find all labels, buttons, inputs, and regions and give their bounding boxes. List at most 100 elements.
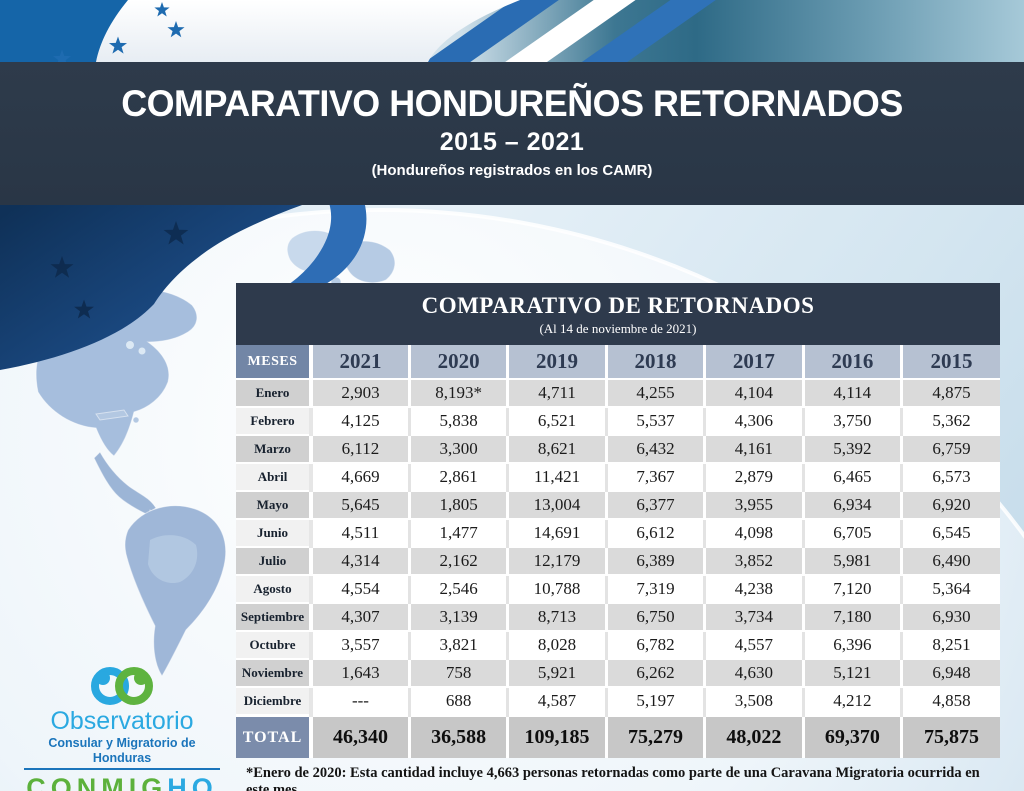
value-cell: 6,432: [606, 434, 707, 464]
honduras-flag-banner: [0, 0, 1024, 175]
year-column-header: 2015: [901, 345, 1000, 379]
value-cell: 4,212: [803, 687, 904, 716]
value-cell: 6,545: [901, 519, 1000, 547]
value-cell: 6,490: [901, 546, 1000, 576]
month-cell: Febrero: [236, 407, 313, 435]
logo-observatorio: Observatorio: [50, 707, 194, 735]
value-cell: 5,392: [803, 434, 904, 464]
value-cell: 1,477: [409, 519, 510, 547]
header-band: COMPARATIVO HONDUREÑOS RETORNADOS 2015 –…: [0, 62, 1024, 205]
value-cell: ---: [311, 687, 411, 716]
year-column-header: 2017: [704, 345, 805, 379]
subtitle-years: 2015 – 2021: [439, 128, 585, 156]
value-cell: 4,161: [704, 434, 805, 464]
table-row: Enero 2,903 8,193* 4,711 4,255 4,104 4,114 4,87…: [236, 378, 1000, 408]
value-cell: 5,537: [606, 407, 707, 435]
value-cell: 3,508: [704, 687, 805, 716]
value-cell: 2,546: [409, 575, 510, 603]
logo-divider: [24, 768, 220, 770]
value-cell: 1,643: [311, 658, 411, 688]
value-cell: 6,262: [606, 658, 707, 688]
logo-rings-icon: [91, 667, 153, 705]
month-cell: Agosto: [236, 575, 313, 603]
value-cell: 6,389: [606, 546, 707, 576]
meses-column-header: MESES: [236, 345, 313, 379]
table-row: Febrero 4,125 5,838 6,521 5,537 4,306 3,750 5,3…: [236, 407, 1000, 435]
value-cell: 6,112: [311, 434, 411, 464]
value-cell: 4,554: [311, 575, 411, 603]
table-footer: TOTAL 46,340 36,588 109,185 75,279 48,022 69,3…: [236, 714, 1000, 758]
logo-subtitle: Consular y Migratorio de Honduras: [48, 736, 196, 765]
value-cell: 4,875: [901, 378, 1000, 408]
value-cell: 6,465: [803, 463, 904, 491]
value-cell: 4,858: [901, 687, 1000, 716]
logo-brand-blue: HO: [167, 773, 218, 791]
value-cell: 5,981: [803, 546, 904, 576]
value-cell: 6,612: [606, 519, 707, 547]
value-cell: 3,557: [311, 631, 411, 659]
month-cell: Julio: [236, 546, 313, 576]
value-cell: 1,805: [409, 490, 510, 520]
month-cell: Junio: [236, 519, 313, 547]
value-cell: 6,750: [606, 602, 707, 632]
table-row: Agosto 4,554 2,546 10,788 7,319 4,238 7,120 5,3…: [236, 575, 1000, 603]
value-cell: 4,669: [311, 463, 411, 491]
value-cell: 14,691: [507, 519, 608, 547]
subtitle-note: (Hondureños registrados en los CAMR): [371, 162, 653, 179]
table-row: Mayo 5,645 1,805 13,004 6,377 3,955 6,934 6,920: [236, 490, 1000, 520]
value-cell: 11,421: [507, 463, 608, 491]
total-value-cell: 36,588: [409, 714, 510, 758]
value-cell: 6,948: [901, 658, 1000, 688]
value-cell: 6,782: [606, 631, 707, 659]
value-cell: 6,759: [901, 434, 1000, 464]
returnees-data-table: MESES 2021 2020 2019 2018 2017 2016 2015 Enero 2…: [236, 345, 1000, 758]
column-header-row: MESES 2021 2020 2019 2018 2017 2016 2015: [236, 345, 1000, 379]
year-column-header: 2019: [507, 345, 608, 379]
table-body: Enero 2,903 8,193* 4,711 4,255 4,104 4,114 4,87…: [236, 378, 1000, 716]
total-value-cell: 75,279: [606, 714, 707, 758]
month-cell: Octubre: [236, 631, 313, 659]
value-cell: 6,521: [507, 407, 608, 435]
value-cell: 3,750: [803, 407, 904, 435]
table-row: Noviembre 1,643 758 5,921 6,262 4,630 5,121 6,9…: [236, 658, 1000, 688]
value-cell: 4,255: [606, 378, 707, 408]
value-cell: 2,861: [409, 463, 510, 491]
value-cell: 7,367: [606, 463, 707, 491]
value-cell: 4,511: [311, 519, 411, 547]
value-cell: 2,903: [311, 378, 411, 408]
value-cell: 4,307: [311, 602, 411, 632]
value-cell: 4,125: [311, 407, 411, 435]
value-cell: 4,114: [803, 378, 904, 408]
total-value-cell: 48,022: [704, 714, 805, 758]
value-cell: 3,955: [704, 490, 805, 520]
value-cell: 10,788: [507, 575, 608, 603]
value-cell: 5,364: [901, 575, 1000, 603]
month-cell: Enero: [236, 378, 313, 408]
value-cell: 5,121: [803, 658, 904, 688]
table-row: Julio 4,314 2,162 12,179 6,389 3,852 5,981 6,49…: [236, 546, 1000, 576]
value-cell: 8,193*: [409, 378, 510, 408]
value-cell: 4,314: [311, 546, 411, 576]
value-cell: 4,306: [704, 407, 805, 435]
value-cell: 3,300: [409, 434, 510, 464]
table-title-block: COMPARATIVO DE RETORNADOS (Al 14 de novi…: [236, 283, 1000, 345]
total-row: TOTAL 46,340 36,588 109,185 75,279 48,022 69,3…: [236, 714, 1000, 758]
value-cell: 3,852: [704, 546, 805, 576]
value-cell: 6,930: [901, 602, 1000, 632]
total-value-cell: 69,370: [803, 714, 904, 758]
value-cell: 3,139: [409, 602, 510, 632]
value-cell: 4,587: [507, 687, 608, 716]
value-cell: 6,377: [606, 490, 707, 520]
table-row: Octubre 3,557 3,821 8,028 6,782 4,557 6,396 8,2…: [236, 631, 1000, 659]
value-cell: 4,557: [704, 631, 805, 659]
value-cell: 5,645: [311, 490, 411, 520]
value-cell: 2,879: [704, 463, 805, 491]
table-row: Septiembre 4,307 3,139 8,713 6,750 3,734 7,180…: [236, 602, 1000, 632]
table-title: COMPARATIVO DE RETORNADOS: [421, 293, 815, 318]
total-value-cell: 75,875: [901, 714, 1000, 758]
month-cell: Marzo: [236, 434, 313, 464]
month-cell: Mayo: [236, 490, 313, 520]
table-row: Diciembre --- 688 4,587 5,197 3,508 4,212 4,858: [236, 687, 1000, 716]
total-value-cell: 109,185: [507, 714, 608, 758]
